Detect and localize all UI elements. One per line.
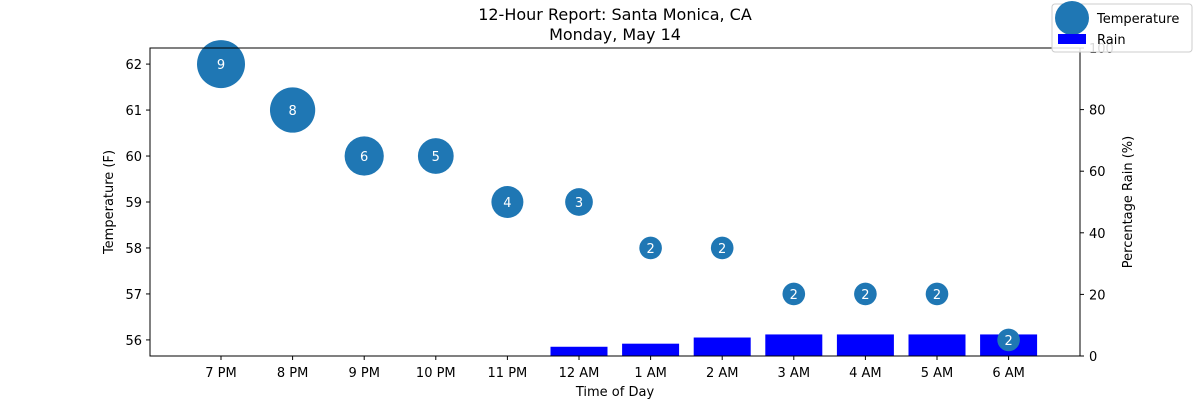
y-tick-label: 56	[125, 334, 142, 349]
temperature-bubble	[710, 236, 734, 260]
x-axis-title: Time of Day	[575, 385, 655, 400]
chart-title: 12-Hour Report: Santa Monica, CA	[478, 5, 752, 24]
x-tick-label: 9 PM	[348, 366, 379, 381]
y-tick-label: 57	[125, 288, 142, 303]
rain-bar	[622, 343, 680, 356]
y2-tick-label: 60	[1089, 165, 1106, 180]
y-axis-ticks: 56 57 58 59 60 61 62	[125, 58, 150, 349]
temperature-bubble	[997, 328, 1020, 352]
x-tick-label: 10 PM	[416, 366, 456, 381]
chart-subtitle: Monday, May 14	[549, 25, 681, 44]
y2-tick-label: 0	[1089, 350, 1097, 365]
bubble-data-label: 4	[503, 196, 511, 211]
temperature-bubble	[491, 186, 524, 218]
y2-axis-title: Percentage Rain (%)	[1121, 136, 1136, 268]
x-tick-label: 11 PM	[488, 366, 528, 381]
x-tick-label: 1 AM	[634, 366, 667, 381]
rain-bar	[550, 346, 608, 356]
bubble-data-label: 9	[217, 58, 225, 73]
bubble-data-label: 5	[432, 150, 440, 165]
rain-bar	[693, 337, 751, 356]
temperature-bubble	[639, 236, 662, 260]
rain-bars	[550, 334, 1038, 356]
x-tick-label: 6 AM	[992, 366, 1025, 381]
bubble-data-label: 2	[718, 242, 726, 257]
temperature-bubble	[344, 136, 384, 176]
legend-temperature-label: Temperature	[1096, 12, 1179, 27]
x-tick-label: 12 AM	[559, 366, 600, 381]
x-tick-label: 7 PM	[205, 366, 236, 381]
bubble-data-label: 2	[933, 288, 941, 303]
bubble-data-label: 8	[288, 104, 296, 119]
temperature-bubble	[782, 282, 806, 306]
x-tick-label: 8 PM	[277, 366, 308, 381]
x-tick-label: 3 AM	[778, 366, 811, 381]
legend: Temperature Rain	[1051, 1, 1193, 53]
y-tick-label: 59	[125, 196, 142, 211]
temperature-bubble	[854, 282, 877, 306]
y-axis-title: Temperature (F)	[102, 150, 117, 255]
temperature-bubble	[925, 282, 949, 306]
rain-bar	[836, 334, 894, 356]
y-tick-label: 61	[125, 104, 142, 119]
rain-bar	[765, 334, 823, 356]
legend-temperature-marker	[1055, 1, 1089, 35]
x-tick-label: 4 AM	[849, 366, 882, 381]
bubble-data-label: 2	[861, 288, 869, 303]
x-tick-label: 5 AM	[921, 366, 954, 381]
y-tick-label: 58	[125, 242, 142, 257]
x-tick-label: 2 AM	[706, 366, 739, 381]
y2-tick-label: 80	[1089, 104, 1106, 119]
bubble-data-label: 3	[575, 196, 583, 211]
bubble-data-label: 2	[646, 242, 654, 257]
y-tick-label: 62	[125, 58, 142, 73]
bubble-data-label: 6	[360, 150, 368, 165]
rain-bar	[908, 334, 966, 356]
bubble-data-label: 2	[790, 288, 798, 303]
temperature-bubble	[269, 87, 316, 133]
temperature-bubble	[197, 40, 245, 89]
y2-axis-ticks: 020406080100	[1080, 42, 1114, 365]
legend-rain-label: Rain	[1097, 33, 1126, 48]
temperature-bubble	[417, 138, 454, 174]
temperature-bubbles: 9 8 6 5 4 3 2 2 2 2 2 2	[197, 40, 1020, 352]
legend-rain-marker	[1058, 34, 1086, 44]
y-tick-label: 60	[125, 150, 142, 165]
y2-tick-label: 40	[1089, 227, 1106, 242]
y2-tick-label: 20	[1089, 288, 1106, 303]
x-axis-ticks: 7 PM 8 PM 9 PM 10 PM 11 PM 12 AM 1 AM 2 AM 3 AM 4…	[205, 356, 1025, 381]
bubble-data-label: 2	[1004, 334, 1012, 349]
temperature-bubble	[565, 188, 593, 216]
